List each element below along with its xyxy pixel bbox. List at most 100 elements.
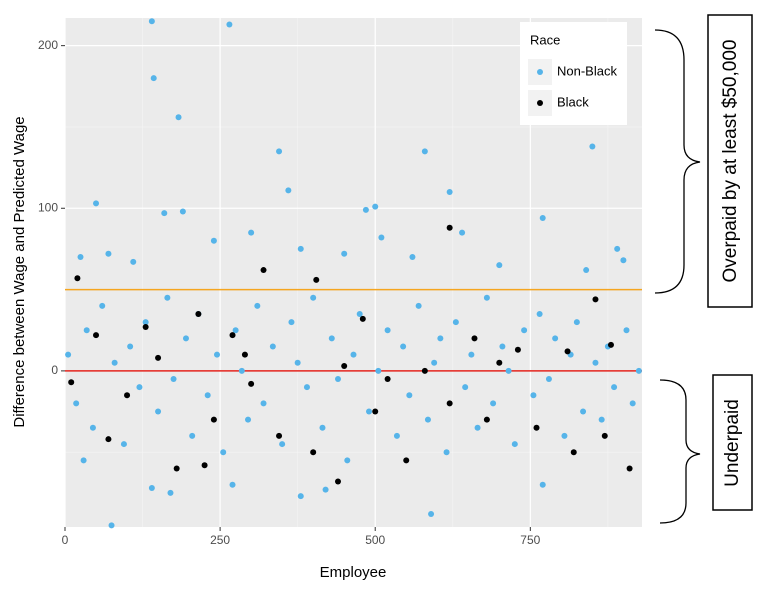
point [229, 481, 236, 488]
point [328, 335, 335, 342]
point [150, 75, 157, 82]
point [421, 148, 428, 155]
point [334, 478, 341, 485]
point [415, 302, 422, 309]
y-axis-title: Difference between Wage and Predicted Wa… [11, 116, 28, 427]
point [533, 424, 540, 431]
point [73, 400, 80, 407]
y-tick-label: 200 [38, 38, 58, 52]
point [276, 148, 283, 155]
point [173, 465, 180, 472]
point [614, 245, 621, 252]
point [93, 200, 100, 207]
point [409, 254, 416, 261]
point [400, 343, 407, 350]
point [226, 21, 233, 28]
point [297, 493, 304, 500]
point [570, 449, 577, 456]
point [65, 351, 72, 358]
legend: Race Non-Black Black [520, 22, 627, 125]
point [155, 408, 162, 415]
point [142, 319, 149, 326]
point [483, 294, 490, 301]
legend-label: Black [557, 94, 589, 109]
point [241, 351, 248, 358]
point [459, 229, 466, 236]
point [297, 245, 304, 252]
point [598, 416, 605, 423]
point [496, 359, 503, 366]
point [105, 436, 112, 443]
point [362, 206, 369, 213]
point [490, 400, 497, 407]
point [536, 310, 543, 317]
point [248, 380, 255, 387]
point [589, 143, 596, 150]
point [446, 189, 453, 196]
point [83, 327, 90, 334]
point [375, 367, 382, 374]
point [437, 335, 444, 342]
point [623, 327, 630, 334]
point [148, 484, 155, 491]
point [254, 302, 261, 309]
bracket [654, 29, 701, 294]
point [164, 294, 171, 301]
point [341, 250, 348, 257]
point [350, 351, 357, 358]
point [372, 203, 379, 210]
point [378, 234, 385, 241]
point [111, 359, 118, 366]
point [220, 449, 227, 456]
point [573, 319, 580, 326]
point [260, 267, 267, 274]
point [511, 441, 518, 448]
point [384, 376, 391, 383]
point [505, 367, 512, 374]
point [130, 258, 137, 265]
point [393, 432, 400, 439]
legend-label: Non-Black [557, 63, 617, 78]
point [245, 416, 252, 423]
point [406, 392, 413, 399]
point [105, 250, 112, 257]
point [356, 310, 363, 317]
x-axis-title: Employee [320, 564, 387, 581]
point [611, 384, 618, 391]
point [89, 424, 96, 431]
point [108, 522, 115, 529]
point [626, 465, 633, 472]
point [80, 457, 87, 464]
point [68, 379, 75, 386]
point [428, 510, 435, 517]
point [276, 432, 283, 439]
point [372, 408, 379, 415]
point [403, 457, 410, 464]
annotation-box [707, 14, 753, 308]
x-tick-label: 750 [520, 533, 540, 547]
point [195, 310, 202, 317]
point [189, 432, 196, 439]
point [310, 294, 317, 301]
point [334, 376, 341, 383]
point [384, 327, 391, 334]
point [285, 187, 292, 194]
bracket [659, 379, 701, 524]
legend-marker [537, 69, 543, 75]
point [452, 319, 459, 326]
annotation-box [712, 374, 753, 511]
point [210, 237, 217, 244]
point [635, 367, 642, 374]
point [288, 319, 295, 326]
y-tick-label: 100 [38, 200, 58, 214]
point [620, 257, 627, 264]
point [601, 432, 608, 439]
annotation: Overpaid by at least $50,000 [720, 40, 741, 283]
point [471, 335, 478, 342]
point [468, 351, 475, 358]
point [424, 416, 431, 423]
point [229, 332, 236, 339]
legend-title: Race [530, 32, 560, 47]
point [483, 416, 490, 423]
